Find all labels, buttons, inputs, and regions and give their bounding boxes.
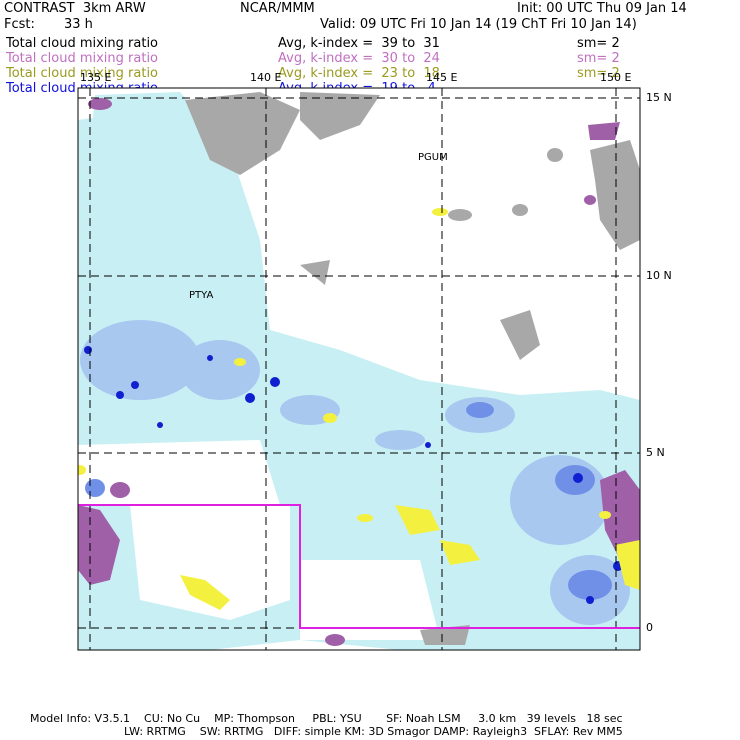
gray-cloud-layer (185, 92, 640, 645)
legend-range-1: Avg, k-index = 39 to 31 (278, 36, 440, 51)
legend-name-1: Total cloud mixing ratio (6, 36, 159, 51)
grid-lines (78, 88, 640, 650)
lon-label-135: 135 E (80, 71, 112, 84)
legend-sm-2: sm= 2 (577, 51, 620, 66)
fcst-value: 33 h (64, 17, 93, 32)
station-pgum: PGUM (418, 152, 448, 163)
yellow-cloud-layer (78, 208, 640, 610)
clear-region-2 (130, 505, 290, 620)
lat-label-15n: 15 N (646, 91, 672, 104)
subdomain-boundary (78, 504, 640, 629)
lon-label-150: 150 E (600, 71, 632, 84)
legend-range-3: Avg, k-index = 23 to 18 (278, 66, 440, 81)
lon-label-140: 140 E (250, 71, 282, 84)
fcst-label: Fcst: (4, 17, 35, 32)
legend-sm-1: sm= 2 (577, 36, 620, 51)
map-frame (77, 87, 641, 651)
lat-label-5n: 5 N (646, 446, 665, 459)
legend-name-2: Total cloud mixing ratio (6, 51, 159, 66)
model-title: CONTRAST 3km ARW (4, 1, 146, 16)
clear-region-3 (300, 560, 440, 640)
lat-label-0: 0 (646, 621, 653, 634)
legend-range-2: Avg, k-index = 30 to 24 (278, 51, 440, 66)
footer-physics-info: LW: RRTMG SW: RRTMG DIFF: simple KM: 3D … (124, 725, 623, 738)
lon-label-145: 145 E (426, 71, 458, 84)
lat-label-10n: 10 N (646, 269, 672, 282)
init-time: Init: 00 UTC Thu 09 Jan 14 (517, 1, 687, 16)
legend-name-3: Total cloud mixing ratio (6, 66, 159, 81)
station-ptya: PTYA (189, 290, 214, 301)
legend-sm-3: sm= 2 (577, 66, 620, 81)
org-label: NCAR/MMM (240, 1, 315, 16)
clear-region (78, 440, 280, 505)
footer-model-info: Model Info: V3.5.1 CU: No Cu MP: Thompso… (30, 712, 623, 725)
valid-time: Valid: 09 UTC Fri 10 Jan 14 (19 ChT Fri … (320, 17, 637, 32)
